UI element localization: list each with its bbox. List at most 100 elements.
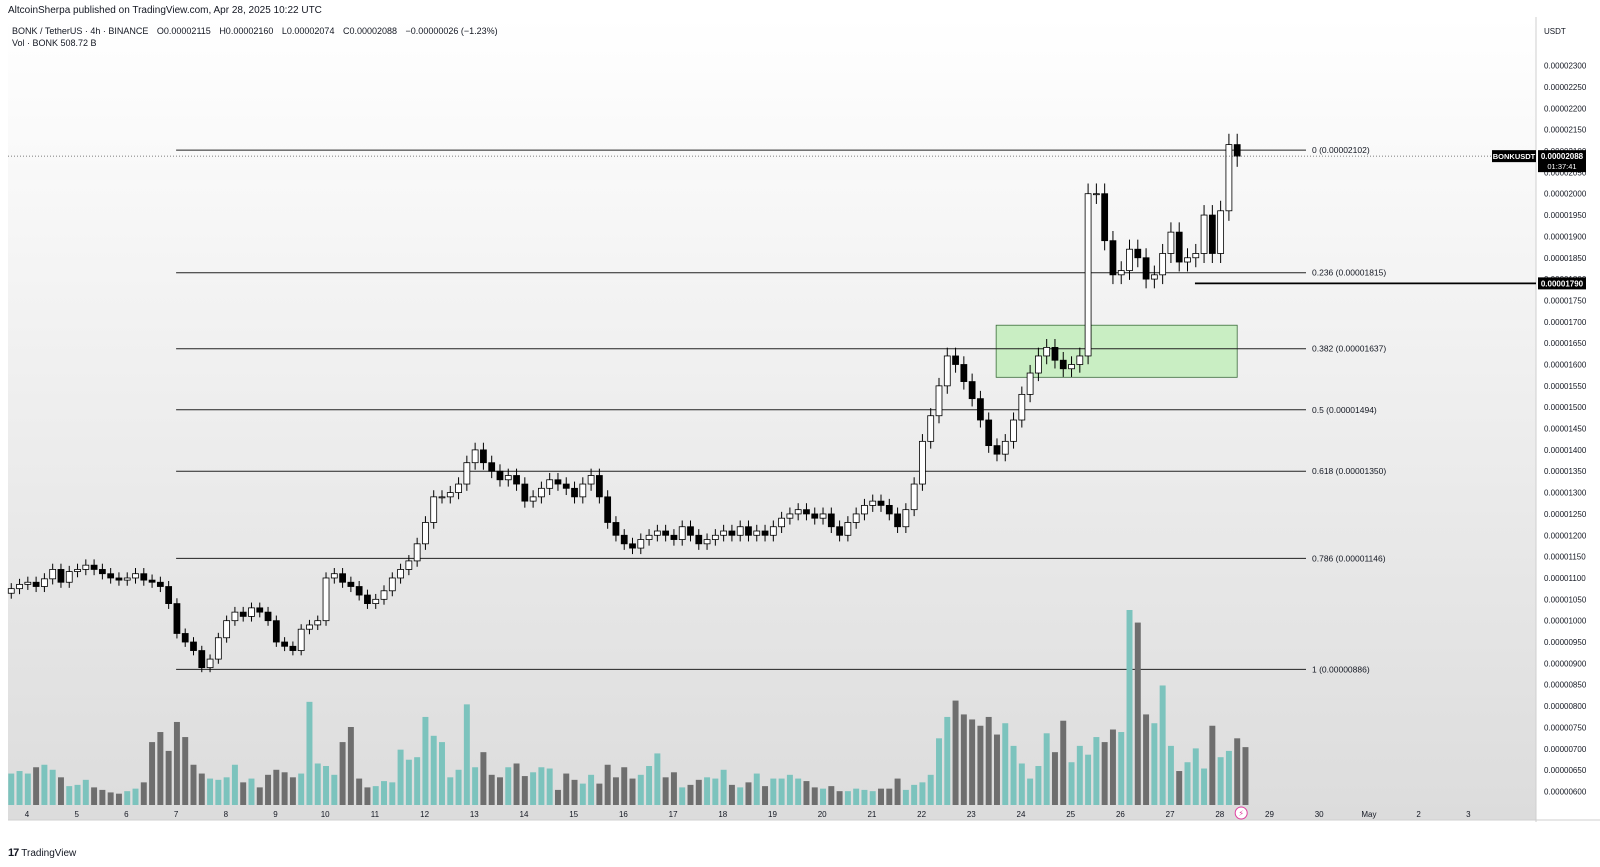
candle-down[interactable] — [745, 526, 752, 536]
candle-down[interactable] — [612, 522, 620, 536]
candle-up[interactable] — [380, 590, 388, 600]
candle-up[interactable] — [1192, 253, 1200, 259]
candle-down[interactable] — [364, 594, 371, 604]
candle-up[interactable] — [1068, 364, 1075, 370]
candle-down[interactable] — [264, 611, 272, 622]
candle-down[interactable] — [1134, 248, 1142, 259]
candle-down[interactable] — [620, 534, 628, 545]
candle-up[interactable] — [388, 577, 396, 592]
candle-up[interactable] — [910, 483, 918, 511]
lightning-icon[interactable] — [1234, 806, 1248, 820]
candle-up[interactable] — [1150, 274, 1158, 280]
candle-down[interactable] — [521, 483, 529, 502]
candle-up[interactable] — [852, 513, 860, 523]
candle-down[interactable] — [140, 573, 148, 581]
candle-up[interactable] — [579, 483, 587, 498]
candle-up[interactable] — [504, 475, 512, 481]
candle-down[interactable] — [107, 573, 115, 579]
candle-down[interactable] — [687, 526, 694, 536]
candle-up[interactable] — [1159, 253, 1167, 276]
candle-down[interactable] — [98, 569, 106, 575]
tradingview-brand[interactable]: 17 TradingView — [8, 847, 76, 859]
candle-down[interactable] — [156, 581, 164, 587]
candle-up[interactable] — [1225, 144, 1233, 212]
candle-down[interactable] — [554, 479, 562, 485]
candle-up[interactable] — [132, 573, 139, 579]
candle-up[interactable] — [74, 569, 81, 572]
candle-up[interactable] — [587, 475, 595, 485]
candle-up[interactable] — [463, 462, 471, 485]
candle-up[interactable] — [678, 526, 686, 540]
candle-down[interactable] — [595, 475, 603, 498]
candle-down[interactable] — [496, 470, 504, 481]
candle-up[interactable] — [1076, 355, 1084, 365]
support-price-tag[interactable] — [1538, 277, 1586, 290]
candle-up[interactable] — [413, 543, 421, 562]
candle-up[interactable] — [455, 483, 462, 493]
candle-down[interactable] — [289, 645, 297, 651]
candle-up[interactable] — [248, 607, 255, 617]
candle-down[interactable] — [1175, 231, 1183, 263]
candle-up[interactable] — [538, 487, 545, 498]
candle-up[interactable] — [794, 509, 802, 515]
candle-down[interactable] — [1109, 240, 1117, 276]
candle-up[interactable] — [1084, 193, 1092, 357]
volume-label[interactable]: Vol · BONK 508.72 B — [12, 38, 97, 48]
candle-down[interactable] — [894, 513, 901, 528]
candle-down[interactable] — [347, 581, 355, 587]
candle-up[interactable] — [1126, 248, 1133, 271]
candle-down[interactable] — [1101, 193, 1109, 242]
candle-down[interactable] — [272, 620, 280, 643]
candle-up[interactable] — [438, 496, 446, 499]
candle-down[interactable] — [629, 543, 636, 549]
current-price-tag[interactable] — [1538, 150, 1586, 173]
candle-up[interactable] — [7, 588, 15, 594]
candle-down[interactable] — [90, 564, 98, 570]
candle-down[interactable] — [977, 398, 984, 421]
candle-down[interactable] — [662, 530, 670, 536]
candle-down[interactable] — [513, 475, 520, 485]
candle-down[interactable] — [181, 633, 189, 643]
candle-down[interactable] — [985, 419, 993, 447]
candle-up[interactable] — [844, 522, 852, 536]
candle-down[interactable] — [811, 513, 819, 519]
candle-up[interactable] — [653, 530, 661, 536]
candle-up[interactable] — [471, 449, 479, 464]
candle-up[interactable] — [1200, 214, 1208, 254]
candle-down[interactable] — [968, 381, 976, 400]
candle-up[interactable] — [819, 513, 827, 519]
candle-up[interactable] — [422, 522, 429, 545]
candle-up[interactable] — [861, 504, 868, 515]
candle-up[interactable] — [1184, 257, 1191, 263]
candle-down[interactable] — [571, 487, 578, 498]
candle-down[interactable] — [885, 504, 893, 515]
candle-up[interactable] — [637, 539, 645, 549]
candle-up[interactable] — [645, 534, 653, 540]
candle-up[interactable] — [397, 569, 404, 579]
candle-down[interactable] — [1059, 359, 1067, 370]
currency-unit[interactable]: USDT — [1544, 27, 1566, 36]
candle-down[interactable] — [355, 586, 363, 596]
candle-up[interactable] — [935, 385, 943, 417]
candle-down[interactable] — [488, 462, 496, 472]
candle-down[interactable] — [670, 534, 678, 540]
candle-up[interactable] — [330, 573, 338, 579]
candle-down[interactable] — [32, 581, 40, 587]
candle-up[interactable] — [430, 496, 438, 523]
candle-down[interactable] — [190, 641, 197, 651]
candle-up[interactable] — [214, 637, 222, 660]
candle-up[interactable] — [786, 513, 794, 519]
candle-down[interactable] — [281, 641, 288, 647]
candle-down[interactable] — [339, 573, 346, 583]
candle-up[interactable] — [869, 500, 877, 506]
candle-up[interactable] — [711, 534, 719, 540]
candle-up[interactable] — [231, 611, 239, 622]
candle-down[interactable] — [952, 355, 959, 365]
candle-down[interactable] — [256, 607, 264, 613]
candle-up[interactable] — [943, 355, 951, 387]
candle-up[interactable] — [16, 583, 23, 590]
symbol-title[interactable]: BONK / TetherUS · 4h · BINANCE — [12, 26, 149, 36]
candle-up[interactable] — [902, 509, 910, 528]
candle-up[interactable] — [314, 620, 322, 626]
